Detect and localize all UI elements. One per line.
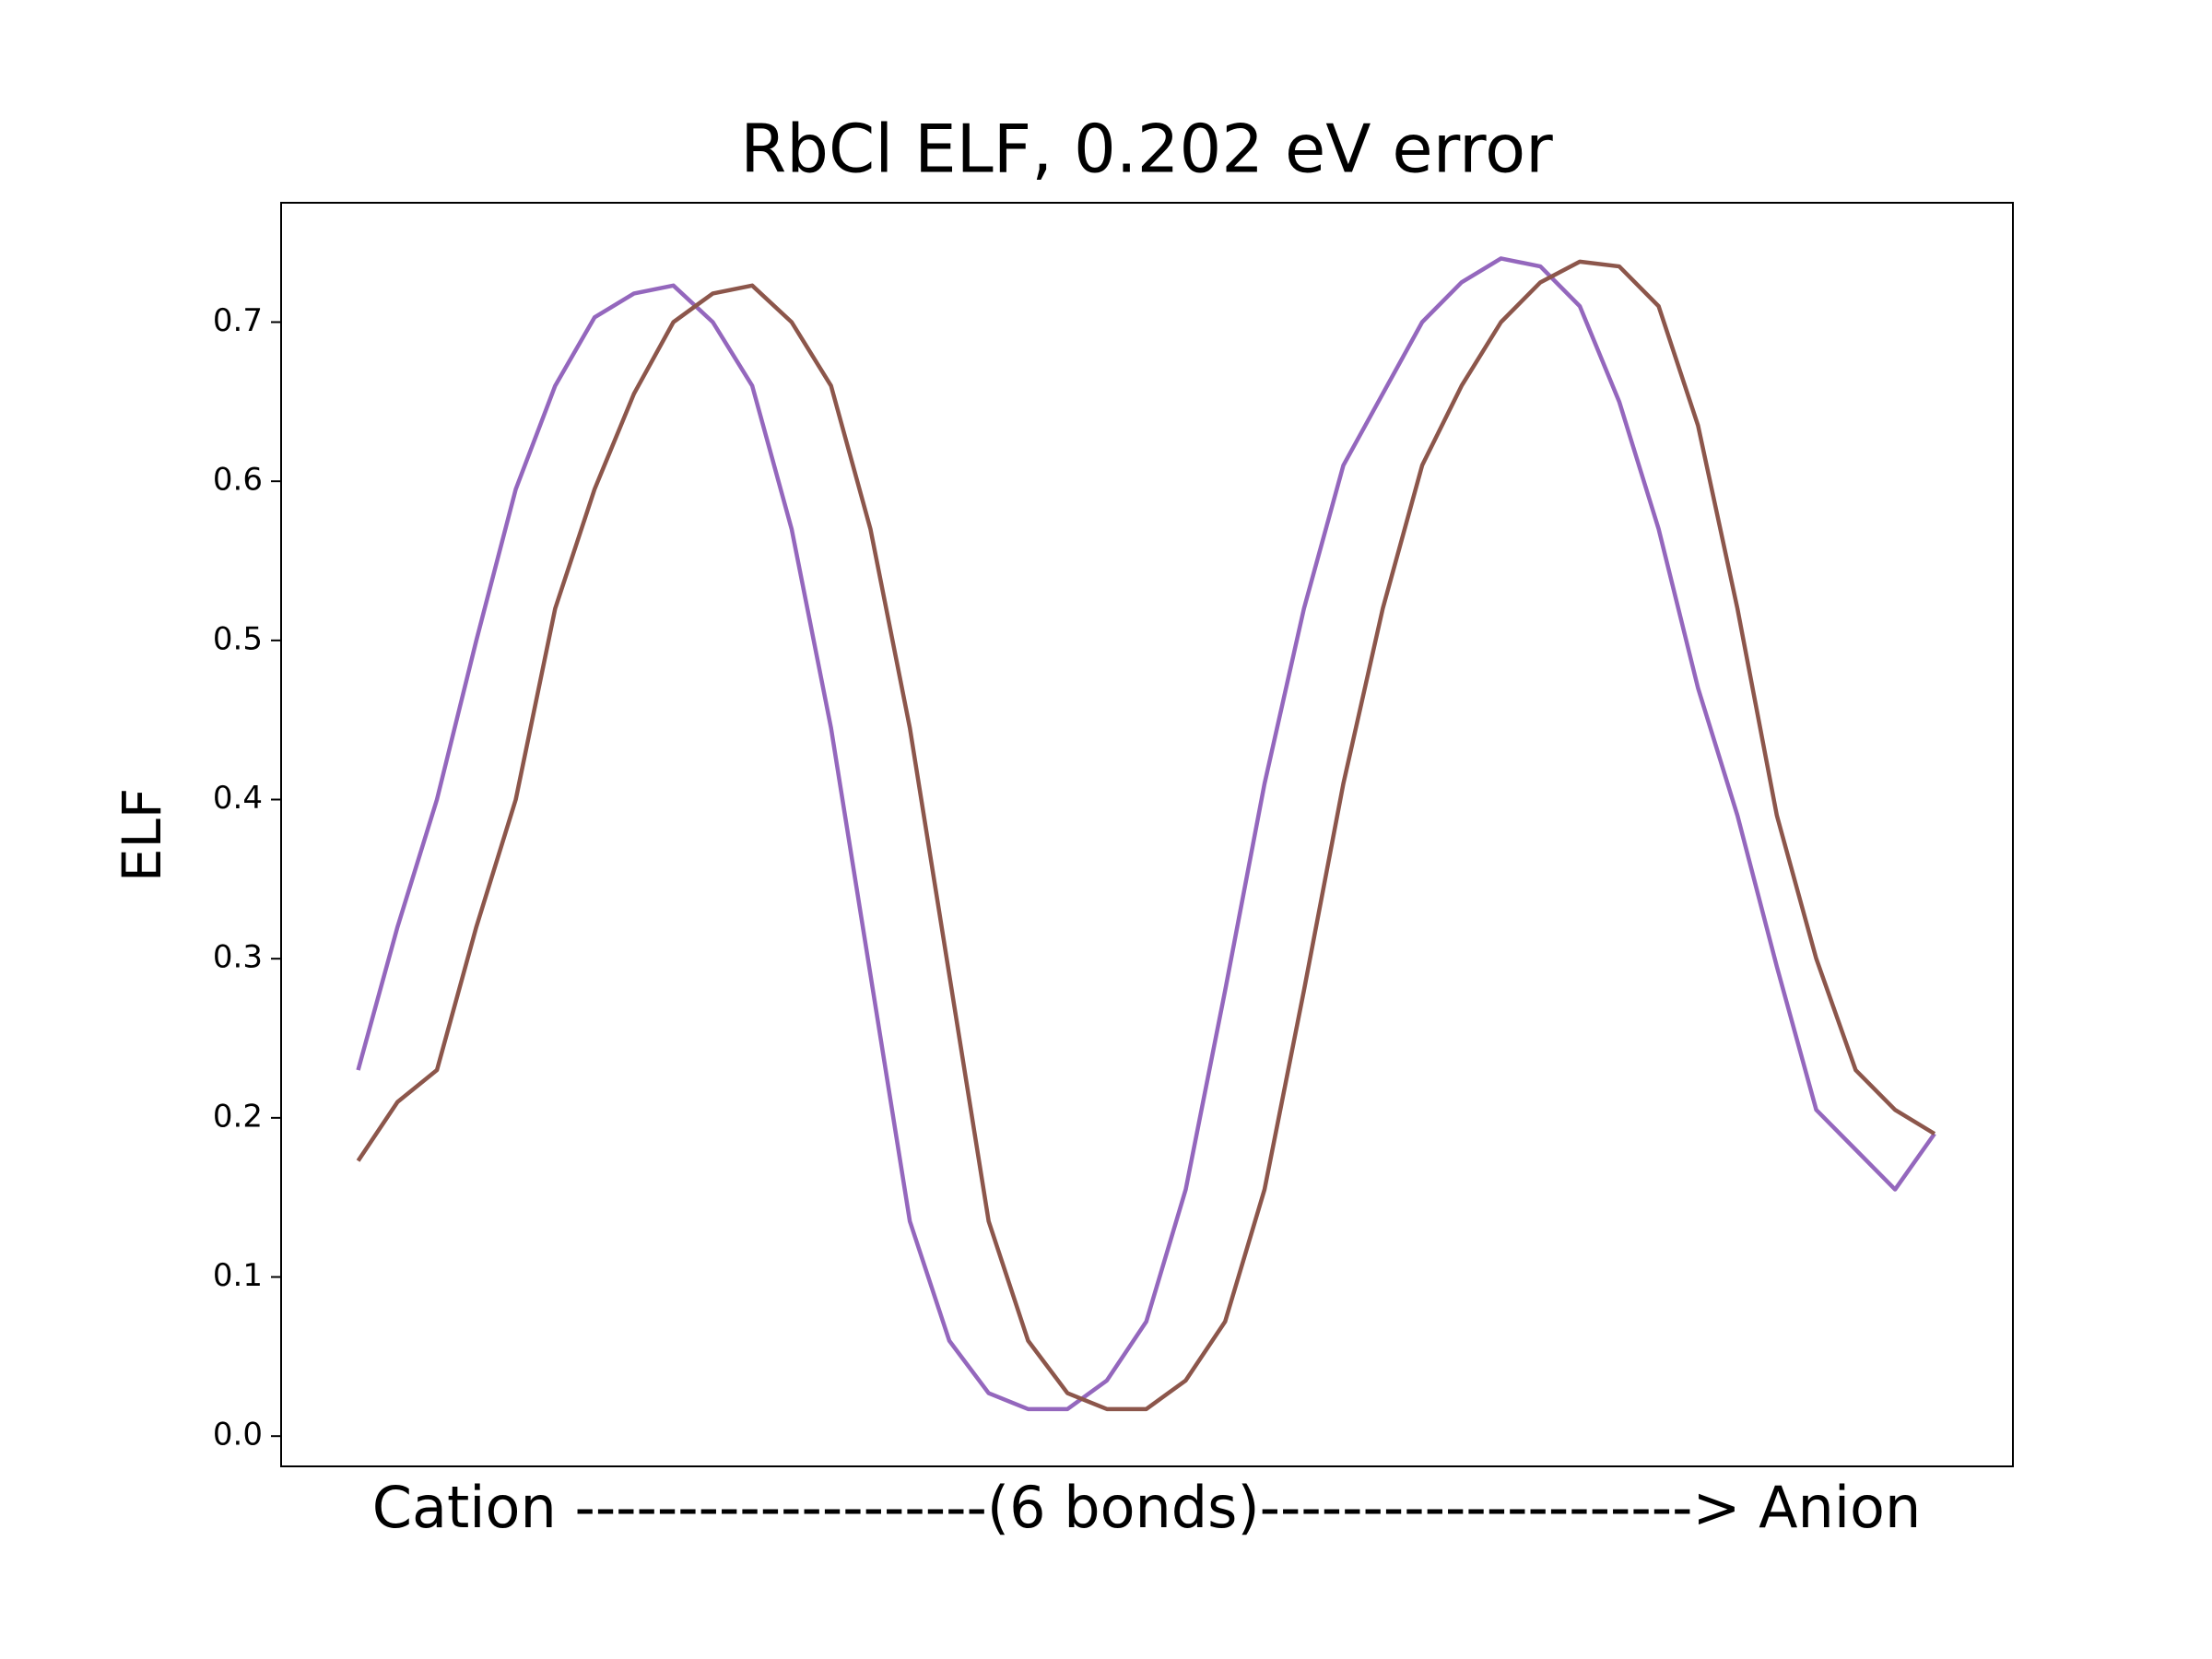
plot-frame: [280, 202, 2014, 1467]
y-tick-label: 0.7: [213, 302, 263, 339]
y-tick-label: 0.5: [213, 620, 263, 657]
y-tick-label: 0.3: [213, 939, 263, 976]
series-line: [356, 256, 1936, 1412]
y-tick-label: 0.4: [213, 780, 263, 817]
y-tick-label: 0.1: [213, 1257, 263, 1294]
series-line: [356, 259, 1936, 1412]
y-axis-label: ELF: [111, 788, 173, 882]
chart-title: RbCl ELF, 0.202 eV error: [740, 111, 1553, 188]
y-tick-label: 0.2: [213, 1098, 263, 1135]
x-axis-label: Cation --------------------(6 bonds)----…: [372, 1474, 1922, 1541]
y-tick-label: 0.6: [213, 462, 263, 499]
y-tick-label: 0.0: [213, 1417, 263, 1453]
